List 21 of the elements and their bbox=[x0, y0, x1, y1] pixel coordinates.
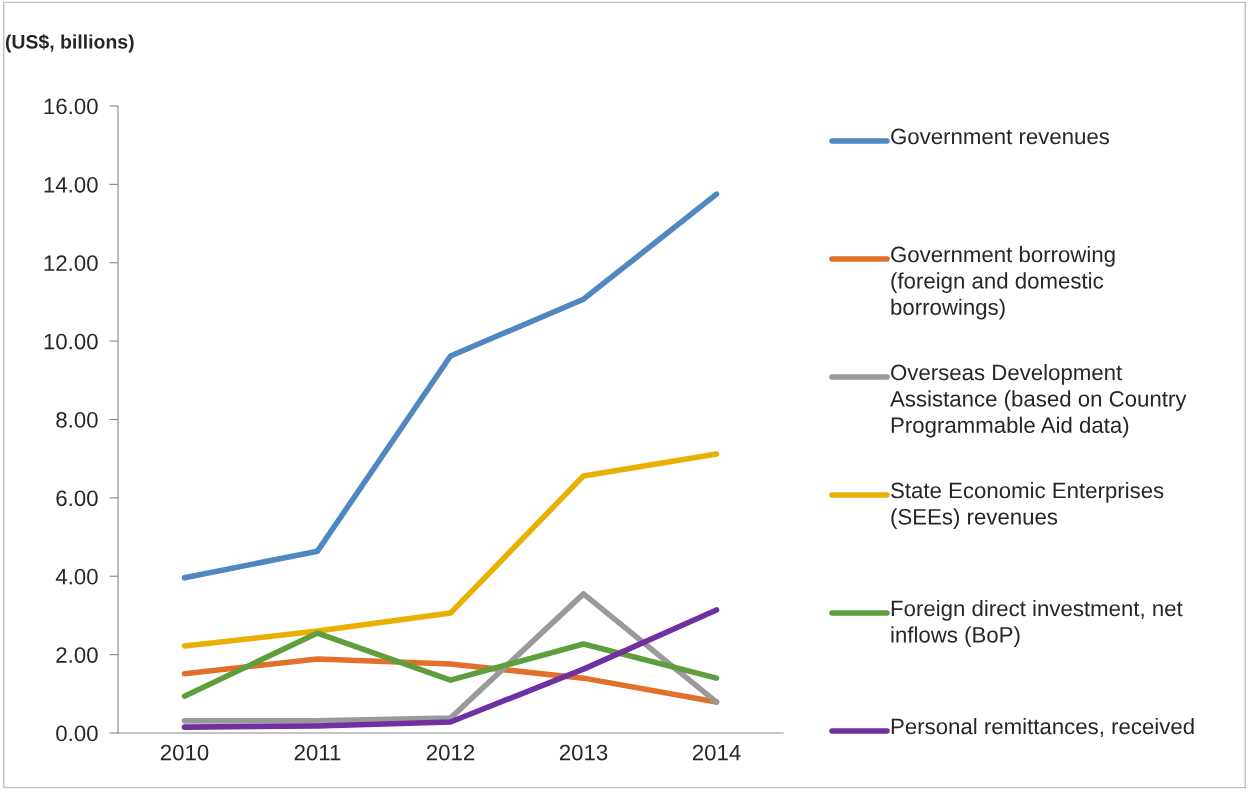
x-tick-label: 2014 bbox=[692, 744, 741, 761]
y-tick-label: 10.00 bbox=[44, 333, 98, 350]
x-tick-label: 2013 bbox=[559, 744, 608, 761]
legend-label: State Economic Enterprises (SEEs) revenues bbox=[891, 482, 1164, 530]
legend-label: Overseas Development Assistance (based on Country Programmable Aid data) bbox=[890, 364, 1187, 438]
y-tick-label: 14.00 bbox=[44, 176, 98, 193]
y-tick-label: 4.00 bbox=[55, 568, 98, 585]
legend-label: Government borrowing (foreign and domestic borrowings) bbox=[891, 246, 1115, 320]
y-tick-label: 6.00 bbox=[56, 490, 98, 507]
legend-label: Government revenues bbox=[891, 128, 1110, 145]
x-tick-label: 2011 bbox=[294, 744, 341, 761]
x-tick-label: 2010 bbox=[160, 744, 209, 761]
legend-label: Foreign direct investment, net inflows (BoP) bbox=[891, 600, 1183, 648]
y-tick-label: 8.00 bbox=[56, 412, 98, 428]
x-tick-label: 2012 bbox=[426, 744, 475, 761]
y-tick-label: 12.00 bbox=[44, 255, 98, 272]
y-tick-label: 16.00 bbox=[44, 98, 98, 115]
legend-label: Personal remittances, received bbox=[891, 718, 1194, 737]
y-axis-title: (US$, billions) bbox=[5, 34, 134, 53]
y-tick-label: 0.00 bbox=[56, 725, 98, 742]
y-tick-label: 2.00 bbox=[56, 647, 98, 663]
